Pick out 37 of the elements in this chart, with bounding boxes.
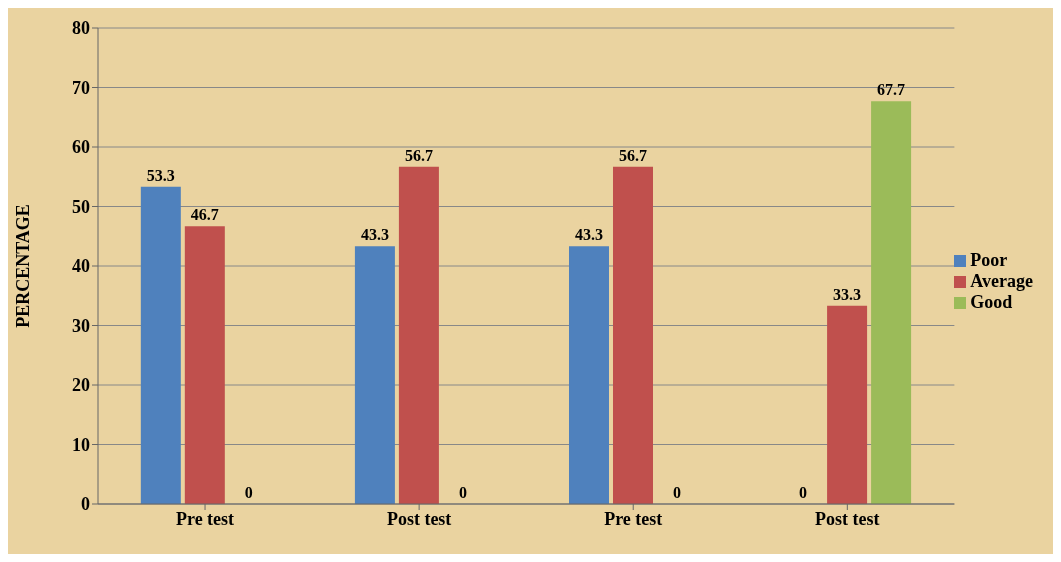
- y-tick-label: 40: [72, 256, 90, 277]
- y-tick-label: 60: [72, 137, 90, 158]
- y-tick-label: 80: [72, 18, 90, 39]
- data-label: 0: [799, 483, 808, 501]
- x-tick-label: Pre test: [604, 508, 663, 529]
- data-label: 33.3: [833, 285, 862, 303]
- bar: [569, 246, 609, 504]
- bar: [613, 166, 653, 504]
- data-label: 46.7: [190, 206, 219, 224]
- legend-label: Average: [970, 270, 1033, 291]
- data-label: 0: [673, 483, 681, 501]
- legend-label: Good: [970, 291, 1013, 312]
- bar: [354, 246, 395, 504]
- bar: [827, 305, 868, 504]
- bar: [871, 101, 912, 504]
- y-tick-label: 70: [72, 77, 90, 98]
- y-tick-label: 20: [72, 375, 90, 396]
- x-tick-label: Pre test: [175, 508, 235, 529]
- y-tick-label: 0: [81, 494, 90, 515]
- y-tick-label: 50: [72, 196, 90, 217]
- data-label: 0: [244, 483, 253, 501]
- data-label: 43.3: [575, 226, 603, 244]
- legend-label: Poor: [970, 249, 1008, 270]
- data-label: 53.3: [146, 166, 175, 184]
- data-label: 56.7: [619, 146, 647, 164]
- x-tick-label: Post test: [815, 508, 880, 529]
- bar: [140, 186, 181, 504]
- data-label: 67.7: [877, 81, 906, 99]
- data-label: 0: [458, 483, 467, 501]
- y-tick-label: 30: [72, 315, 90, 336]
- y-tick-label: 10: [72, 434, 90, 455]
- bar: [398, 166, 439, 504]
- data-label: 56.7: [404, 146, 433, 164]
- bar: [184, 226, 225, 504]
- data-label: 43.3: [360, 226, 389, 244]
- x-tick-label: Post test: [386, 508, 452, 529]
- y-axis-title: PERCENTAGE: [13, 204, 34, 328]
